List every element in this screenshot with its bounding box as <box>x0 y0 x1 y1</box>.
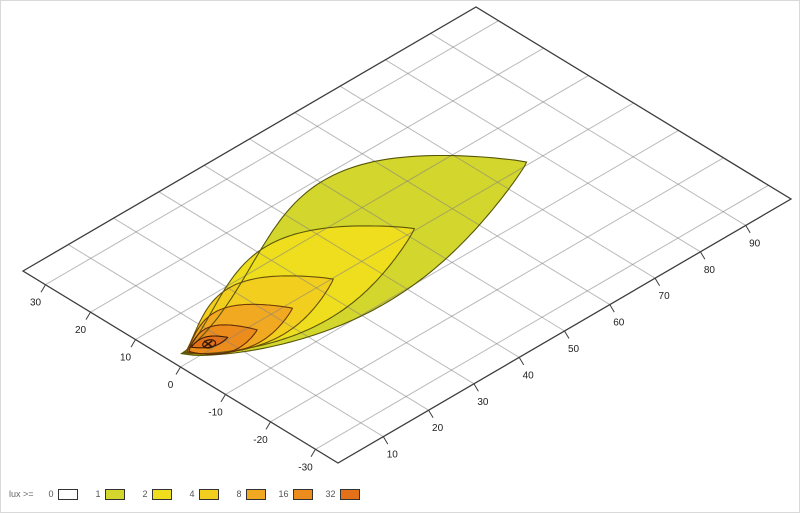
y-axis-tick <box>382 436 389 445</box>
contour-line-lux-2 <box>182 225 416 355</box>
x-axis-tick <box>130 339 136 348</box>
x-axis-tick-label: 10 <box>120 353 132 364</box>
x-axis-tick <box>40 284 46 293</box>
contour-fill-lux-32 <box>191 336 228 348</box>
x-axis-tick-label: 30 <box>30 298 42 309</box>
legend-entry-label: 1 <box>95 489 101 499</box>
x-axis-tick <box>220 394 226 403</box>
y-axis-tick <box>654 277 661 286</box>
legend-title: lux >= <box>9 489 34 499</box>
hotspot-inner-contour <box>202 339 217 349</box>
legend-swatch <box>292 488 313 500</box>
contour-line-lux-1 <box>180 154 528 356</box>
x-axis-tick-label: -10 <box>208 407 223 418</box>
legend-entry-label: 4 <box>189 489 195 499</box>
y-axis-tick <box>745 225 751 234</box>
legend-entry-label: 2 <box>142 489 148 499</box>
y-axis-tick-label: 60 <box>613 318 625 329</box>
legend-entry-label: 0 <box>48 489 54 499</box>
y-axis-tick-label: 40 <box>523 370 535 381</box>
legend-entry-32: 32 <box>325 488 360 500</box>
legend-entry-16: 16 <box>278 488 313 500</box>
x-axis-tick <box>265 421 271 430</box>
hotspot-marker-x <box>203 340 213 348</box>
grid-line-y-80 <box>385 59 701 253</box>
legend-swatch <box>104 488 125 500</box>
legend-entry-label: 32 <box>325 489 336 499</box>
legend-swatch <box>245 488 266 500</box>
y-axis-tick-label: 20 <box>432 423 444 434</box>
x-axis-tick-label: -20 <box>253 435 268 446</box>
y-axis-tick-label: 70 <box>659 291 671 302</box>
y-axis-tick-label: 50 <box>568 344 580 355</box>
y-axis-tick <box>609 304 615 313</box>
grid-line-y-90 <box>430 32 746 226</box>
y-axis-tick <box>699 251 706 260</box>
y-axis-tick <box>473 383 479 392</box>
contour-line-lux-16 <box>188 324 258 355</box>
legend-swatch <box>151 488 172 500</box>
y-axis-tick-label: 10 <box>387 450 399 461</box>
grid-line-y-20 <box>113 217 429 411</box>
grid-line-y-70 <box>339 85 656 279</box>
contour-line-lux-8 <box>186 303 294 355</box>
legend-entry-2: 2 <box>138 488 172 500</box>
legend-entry-8: 8 <box>232 488 266 500</box>
y-axis-tick-label: 30 <box>477 397 489 408</box>
plot-frame <box>21 6 793 464</box>
legend-entry-1: 1 <box>91 488 125 500</box>
x-axis-tick-label: 0 <box>168 380 174 391</box>
grid-line-y-30 <box>158 191 475 385</box>
legend-swatch <box>57 488 78 500</box>
y-axis-tick <box>518 357 525 366</box>
contour-line-lux-4 <box>184 275 334 355</box>
legend-swatch <box>198 488 219 500</box>
x-axis-tick <box>175 366 181 375</box>
x-axis-tick <box>310 449 316 458</box>
grid-line-y-10 <box>68 244 384 438</box>
y-axis-tick-label: 90 <box>749 238 761 249</box>
legend: lux >= 0 1 2 4 8 16 32 <box>9 486 373 502</box>
y-axis-tick <box>564 330 570 339</box>
x-axis-tick-label: 20 <box>75 325 87 336</box>
x-axis-tick-label: -30 <box>298 462 313 473</box>
x-axis-tick <box>85 311 91 320</box>
legend-swatch <box>339 488 360 500</box>
legend-entry-0: 0 <box>44 488 78 500</box>
grid-line-y-40 <box>203 164 520 358</box>
y-axis-tick <box>428 409 434 418</box>
legend-entry-label: 16 <box>278 489 289 499</box>
y-axis-tick-label: 80 <box>704 265 716 276</box>
grid-line-y-50 <box>249 138 565 332</box>
legend-entry-4: 4 <box>185 488 219 500</box>
grid-line-y-60 <box>294 112 611 306</box>
legend-entry-label: 8 <box>236 489 242 499</box>
